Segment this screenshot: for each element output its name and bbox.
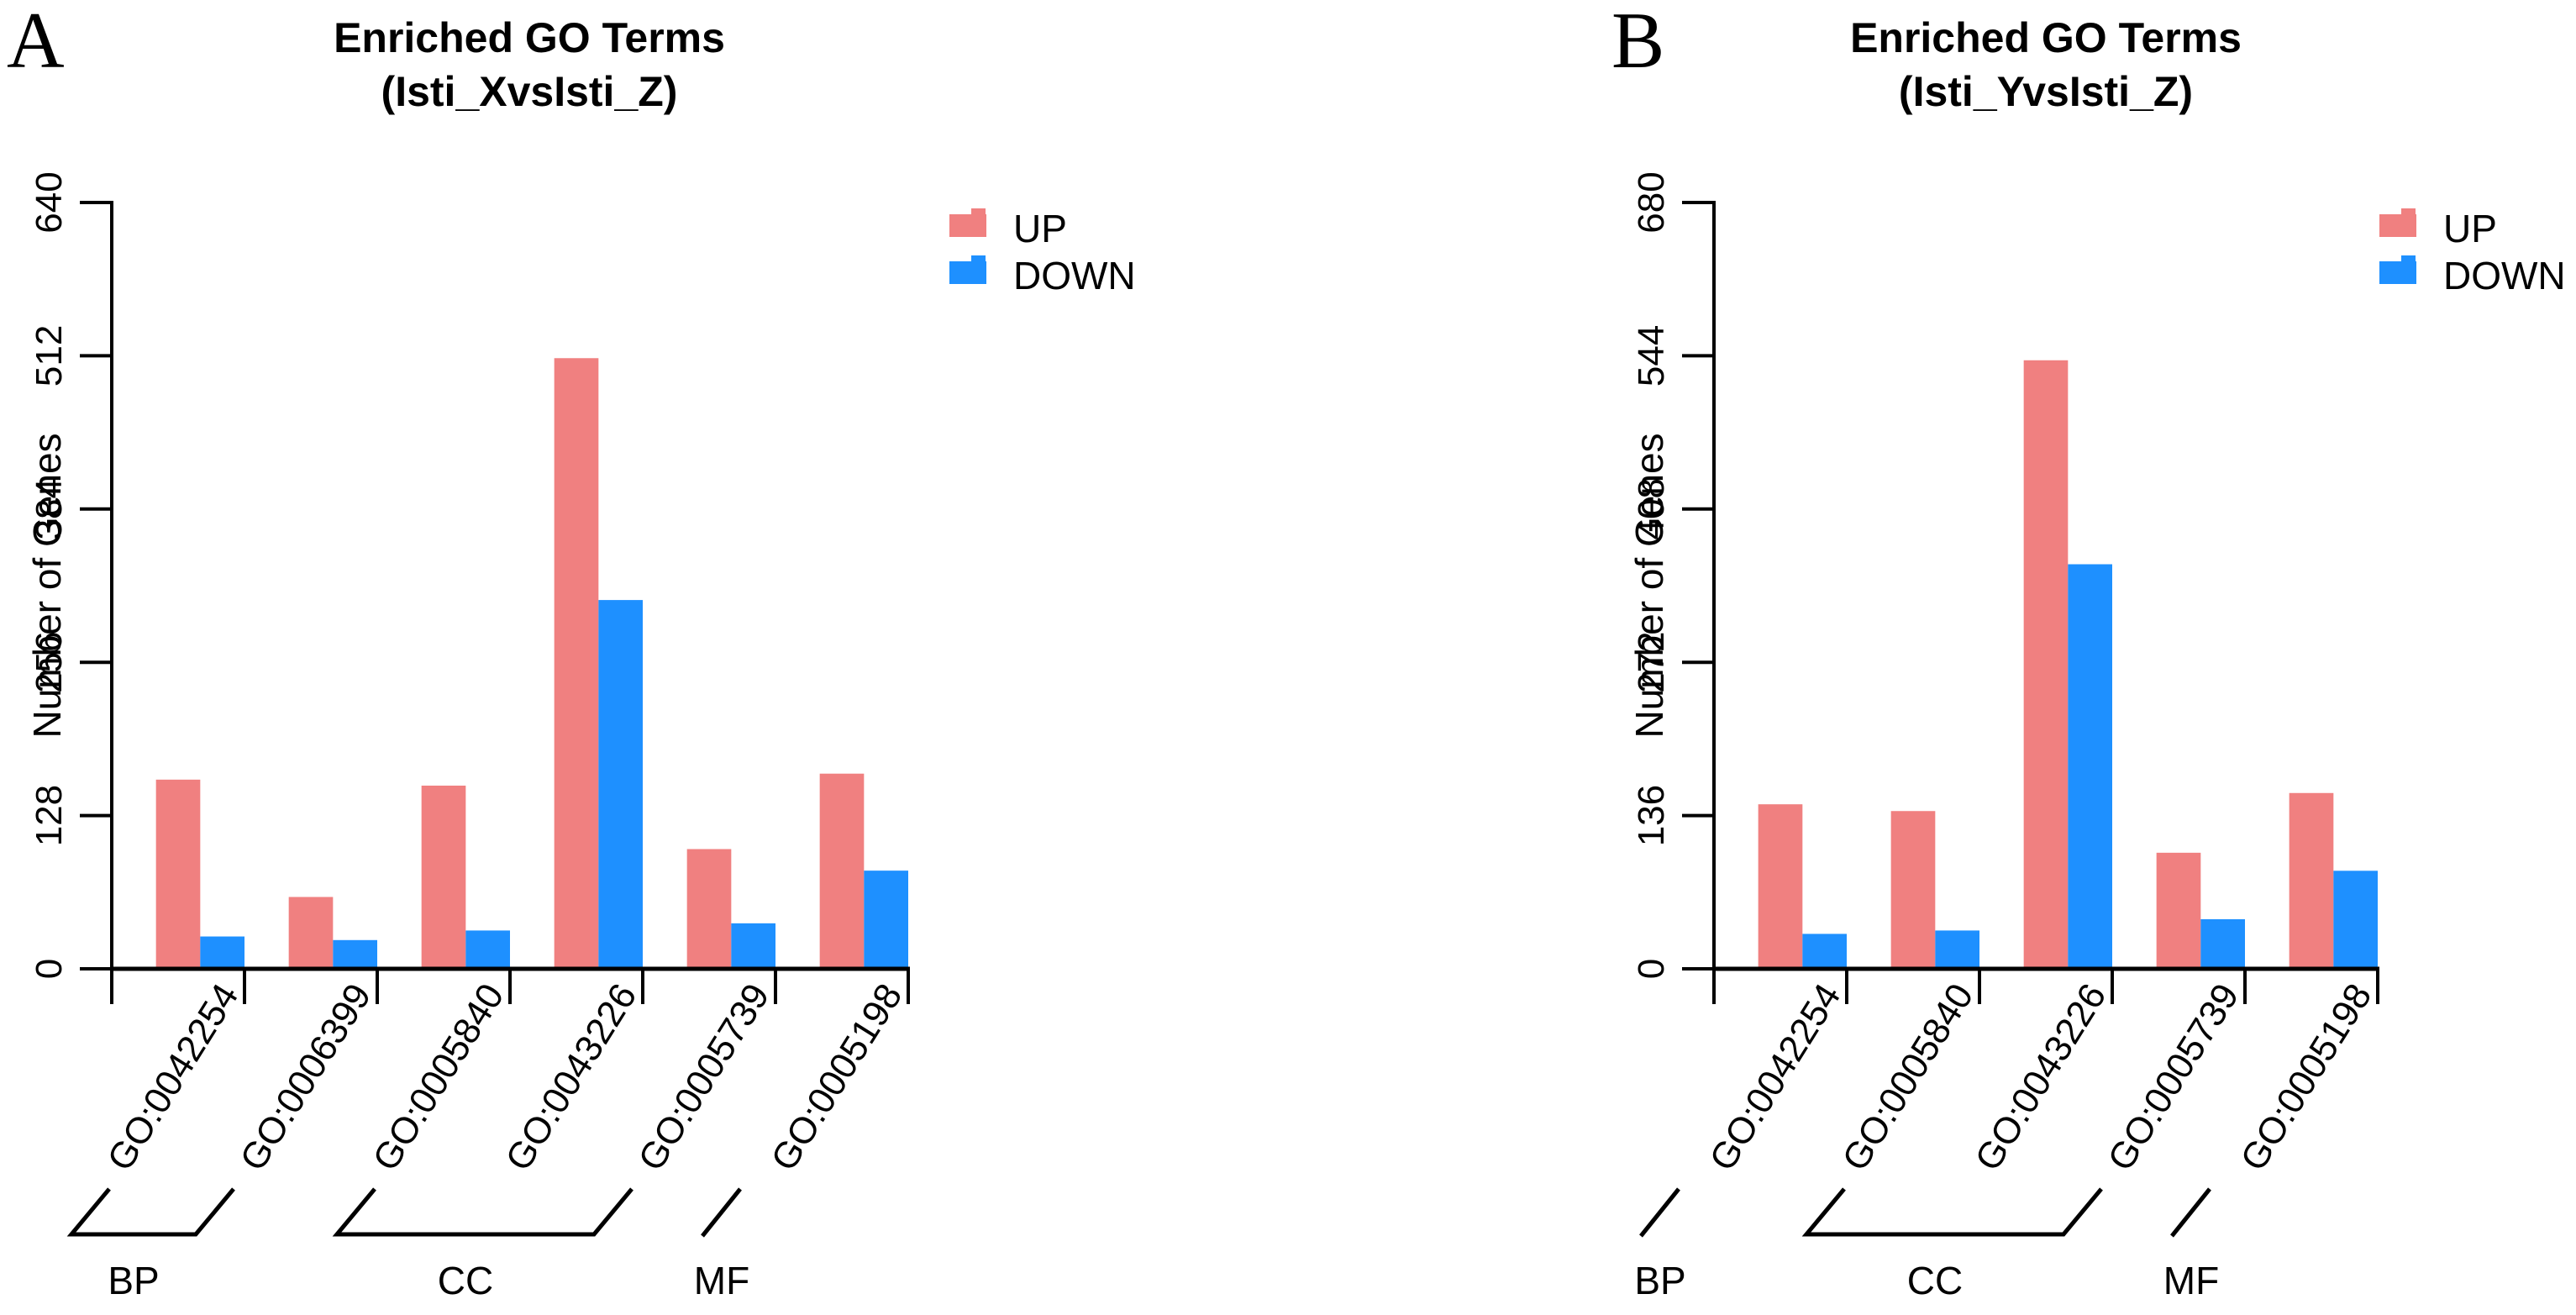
- panel-letter: A: [7, 0, 65, 85]
- group-bracket: [2170, 1187, 2211, 1238]
- chart-title: Enriched GO Terms: [1850, 14, 2242, 61]
- bar-up: [1890, 811, 1936, 969]
- legend-up-label: UP: [1013, 207, 1067, 250]
- y-tick-label: 408: [1631, 478, 1672, 539]
- group-bracket: [1639, 1187, 1680, 1238]
- x-category-label: GO:0005198: [2232, 976, 2379, 1178]
- legend-down-label: DOWN: [1013, 254, 1136, 297]
- group-bracket: [66, 1187, 235, 1237]
- x-category-label: GO:0042254: [99, 976, 246, 1178]
- y-tick-label: 0: [29, 959, 70, 979]
- chart-subtitle: (Isti_XvsIsti_Z): [381, 68, 678, 115]
- bar-up: [554, 358, 599, 969]
- bar-down: [465, 930, 510, 969]
- panel-A-go-barplot: A Enriched GO Terms (Isti_XvsIsti_Z) Number…: [7, 0, 1136, 1302]
- y-tick-label: 0: [1631, 959, 1672, 979]
- group-bracket: [701, 1187, 742, 1238]
- y-tick-label: 640: [29, 171, 70, 233]
- x-category-label: GO:0043226: [1967, 976, 2114, 1178]
- bar-down: [2068, 564, 2112, 969]
- legend-down-swatch: [949, 261, 986, 284]
- x-category-label: GO:0005198: [763, 976, 910, 1178]
- bar-down: [1935, 930, 1979, 969]
- y-tick-label: 256: [29, 631, 70, 692]
- bar-down: [2200, 918, 2245, 969]
- group-label: BP: [1634, 1259, 1685, 1302]
- group-bracket: [1801, 1187, 2103, 1237]
- group-bracket: [332, 1187, 633, 1237]
- x-category-label: GO:0005739: [630, 976, 777, 1178]
- x-category-label: GO:0006399: [232, 976, 379, 1178]
- chart-subtitle: (Isti_YvsIsti_Z): [1899, 68, 2193, 115]
- x-category-label: GO:0005739: [2100, 976, 2247, 1178]
- y-tick-label: 128: [29, 785, 70, 846]
- y-tick-label: 136: [1631, 785, 1672, 846]
- x-category-label: GO:0005840: [365, 976, 512, 1178]
- x-category-label: GO:0043226: [497, 976, 644, 1178]
- y-tick-label: 512: [29, 325, 70, 387]
- bar-down: [333, 939, 377, 969]
- group-label: BP: [108, 1259, 159, 1302]
- x-category-label: GO:0042254: [1701, 976, 1848, 1178]
- legend-down-label: DOWN: [2443, 254, 2566, 297]
- bar-up: [2023, 360, 2069, 969]
- legend-down-swatch: [2379, 261, 2416, 284]
- bar-up: [819, 773, 865, 969]
- bar-up: [288, 897, 334, 969]
- bar-down: [200, 936, 244, 969]
- legend-up-label: UP: [2443, 207, 2497, 250]
- y-tick-label: 544: [1631, 325, 1672, 387]
- group-label: CC: [1907, 1259, 1963, 1302]
- legend-up-swatch: [2379, 214, 2416, 237]
- legend-up-swatch: [949, 214, 986, 237]
- y-tick-label: 680: [1631, 171, 1672, 233]
- group-label: CC: [438, 1259, 493, 1302]
- bar-up: [686, 849, 732, 969]
- group-label: MF: [2163, 1259, 2219, 1302]
- bar-down: [731, 923, 775, 969]
- y-tick-label: 272: [1631, 631, 1672, 692]
- bar-up: [2289, 792, 2334, 969]
- y-axis-label: Number of Genes: [1627, 433, 1671, 738]
- bar-down: [2333, 871, 2378, 969]
- bar-down: [1802, 934, 1847, 969]
- bar-down: [598, 600, 643, 969]
- bar-up: [1758, 804, 1803, 969]
- bar-up: [2156, 852, 2201, 969]
- x-category-label: GO:0005840: [1834, 976, 1981, 1178]
- group-label: MF: [694, 1259, 749, 1302]
- bar-up: [421, 785, 466, 969]
- panel-B-go-barplot: B Enriched GO Terms (Isti_YvsIsti_Z) Number…: [1611, 0, 2566, 1302]
- panel-letter: B: [1611, 0, 1664, 85]
- chart-title: Enriched GO Terms: [334, 14, 725, 61]
- bar-up: [155, 779, 201, 969]
- y-axis-label: Number of Genes: [25, 433, 69, 738]
- bar-down: [864, 871, 908, 969]
- y-tick-label: 384: [29, 478, 70, 539]
